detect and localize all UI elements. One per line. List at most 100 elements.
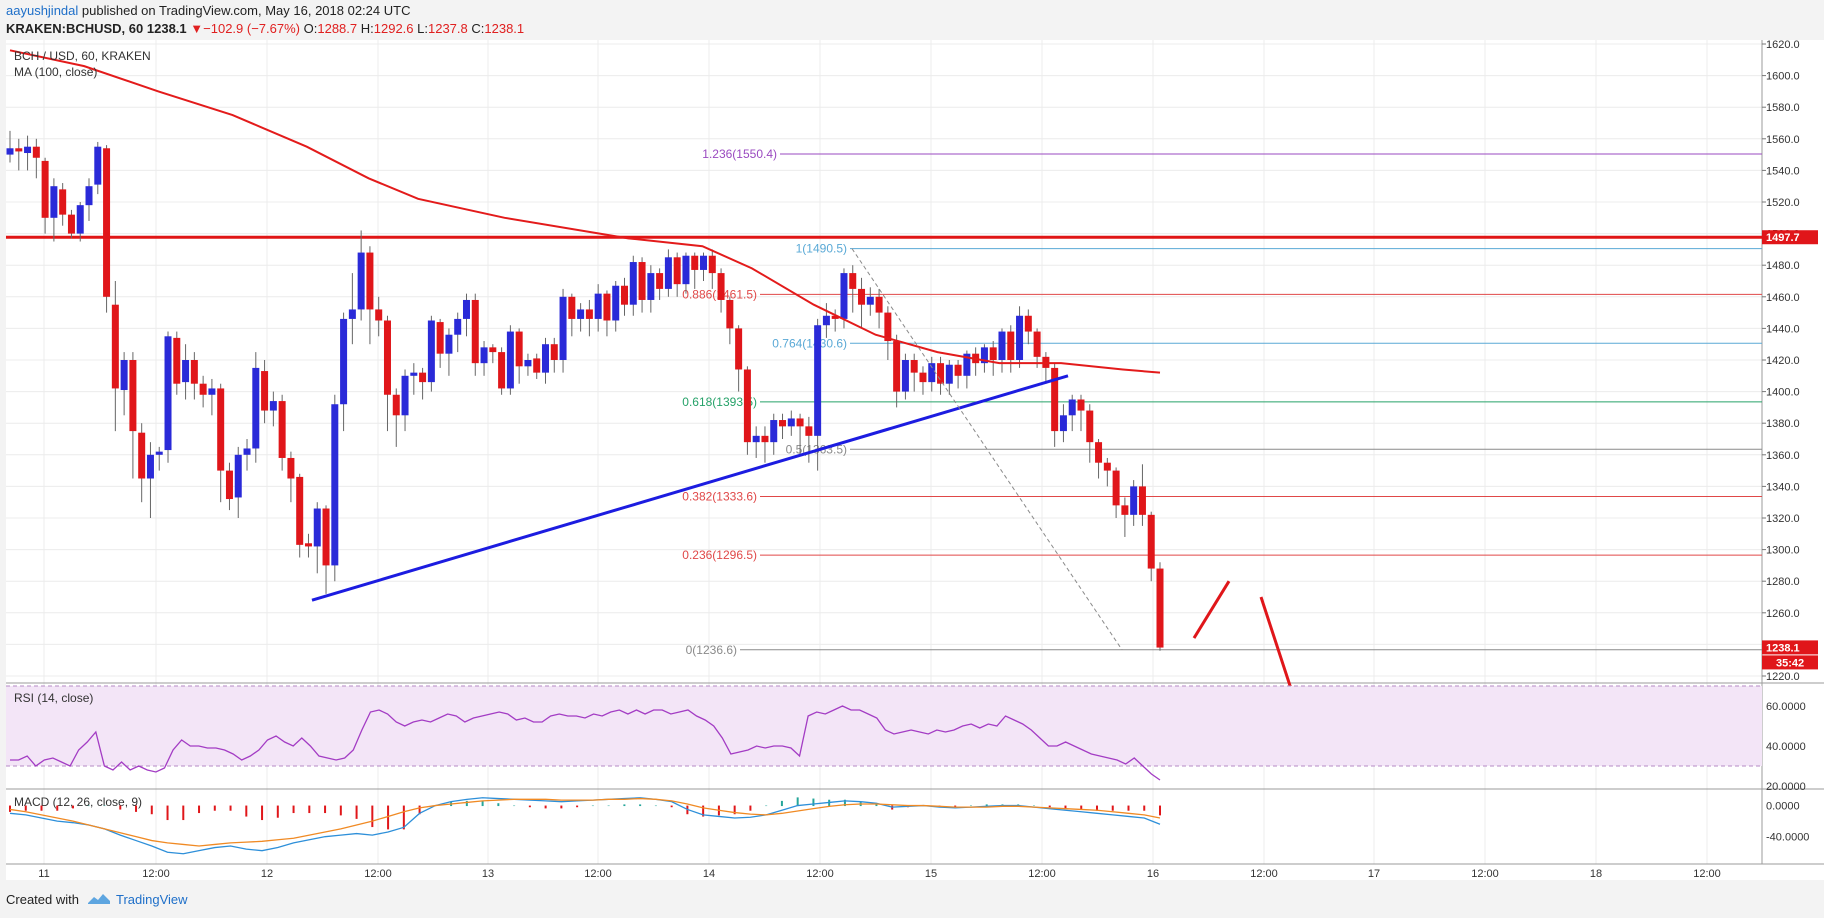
time-tick-label: 18	[1590, 868, 1602, 880]
time-tick-label: 12:00	[1693, 868, 1721, 880]
candle-body	[392, 394, 400, 416]
candle-body	[164, 336, 172, 451]
price-tick-label: 1460.0	[1766, 292, 1800, 304]
last-price-tag-bg	[1762, 640, 1818, 655]
author-link[interactable]: aayushjindal	[6, 3, 79, 18]
candle-body	[700, 255, 708, 270]
candle-body	[462, 299, 470, 319]
close-label: C:	[471, 21, 485, 36]
publish-line: aayushjindal published on TradingView.co…	[6, 3, 410, 19]
candle-body	[182, 360, 190, 383]
time-tick-label: 12:00	[806, 868, 834, 880]
rsi-tick-label: 20.0000	[1766, 781, 1806, 793]
time-tick-label: 12:00	[1250, 868, 1278, 880]
candle-body	[752, 435, 760, 443]
candle-body	[945, 364, 953, 384]
fib-level-label: 0(1236.6)	[686, 643, 737, 657]
tradingview-link[interactable]: TradingView	[116, 892, 188, 907]
candle-body	[427, 320, 435, 383]
support-trendline	[311, 374, 1069, 602]
candle-body	[1156, 568, 1164, 648]
candle-body	[849, 273, 857, 289]
candle-body	[67, 214, 75, 234]
candle-body	[989, 347, 997, 360]
candle-body	[498, 352, 506, 389]
candle-body	[884, 312, 892, 342]
time-tick-label: 17	[1368, 868, 1380, 880]
candle-body	[401, 375, 409, 416]
candle-body	[173, 337, 181, 384]
price-tick-label: 1380.0	[1766, 418, 1800, 430]
macd-title: MACD (12, 26, close, 9)	[14, 795, 142, 809]
candle-body	[506, 331, 514, 389]
price-tick-label: 1320.0	[1766, 513, 1800, 525]
resistance-price-tag-bg	[1762, 230, 1818, 245]
candle-body	[322, 508, 330, 566]
candle-body	[41, 160, 49, 218]
candle-body	[129, 360, 137, 432]
candle-body	[103, 148, 111, 297]
open-value: 1288.7	[317, 21, 358, 36]
candle-body	[1024, 315, 1032, 332]
candle-body	[1007, 331, 1015, 360]
chart-canvas[interactable]: 1620.01600.01580.01560.01540.01520.01500…	[0, 38, 1824, 880]
candle-body	[814, 325, 822, 436]
candle-body	[208, 388, 216, 395]
price-change: −102.9 (−7.67%)	[203, 21, 300, 36]
candle-body	[85, 186, 93, 206]
time-tick-label: 16	[1147, 868, 1159, 880]
candle-body	[480, 347, 488, 364]
candle-body	[278, 401, 286, 458]
price-tick-label: 1300.0	[1766, 545, 1800, 557]
close-value: 1238.1	[484, 21, 525, 36]
candle-body	[419, 372, 427, 383]
candle-body	[304, 543, 312, 547]
candle-body	[928, 363, 936, 383]
published-text: published on TradingView.com, May 16, 20…	[78, 3, 411, 18]
candle-body	[998, 331, 1006, 360]
candle-body	[234, 454, 242, 498]
candle-body	[963, 353, 971, 376]
candle-body	[664, 257, 672, 289]
candle-body	[243, 448, 251, 455]
candle-body	[831, 315, 839, 319]
candle-body	[357, 252, 365, 310]
candle-body	[340, 318, 348, 405]
time-tick-label: 11	[38, 868, 49, 880]
candle-body	[454, 318, 462, 335]
candle-body	[1095, 442, 1103, 463]
price-tick-label: 1540.0	[1766, 165, 1800, 177]
candle-body	[954, 364, 962, 376]
candle-body	[980, 347, 988, 364]
candle-body	[50, 186, 58, 218]
price-tick-label: 1400.0	[1766, 387, 1800, 399]
candle-body	[1059, 415, 1067, 432]
candle-body	[858, 288, 866, 305]
candle-body	[594, 293, 602, 319]
time-tick-label: 12	[261, 868, 273, 880]
countdown-tag-bg	[1762, 655, 1818, 670]
candle-body	[919, 372, 927, 383]
candle-body	[603, 293, 611, 321]
candle-body	[682, 255, 690, 285]
candle-body	[673, 257, 681, 285]
candle-body	[761, 435, 769, 443]
created-with-text: Created with	[6, 892, 79, 907]
candle-body	[568, 296, 576, 319]
candle-body	[726, 299, 734, 329]
candle-body	[375, 309, 383, 321]
candle-body	[471, 299, 479, 364]
fib-level-label: 0.382(1333.6)	[682, 490, 757, 504]
open-label: O:	[303, 21, 318, 36]
time-tick-label: 14	[703, 868, 715, 880]
candle-body	[155, 451, 163, 455]
candle-body	[489, 347, 497, 353]
price-axis-background	[1762, 40, 1824, 880]
time-tick-label: 12:00	[142, 868, 170, 880]
candle-body	[533, 358, 541, 373]
candle-body	[770, 420, 778, 443]
candle-body	[822, 315, 830, 326]
candle-body	[621, 285, 629, 305]
candle-body	[120, 360, 128, 391]
candle-body	[6, 148, 14, 155]
